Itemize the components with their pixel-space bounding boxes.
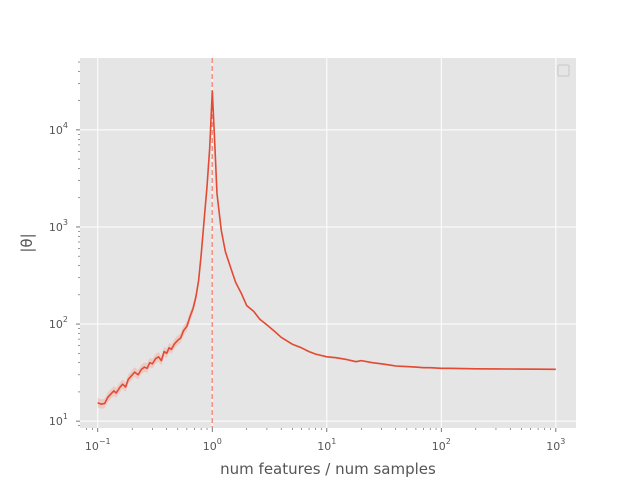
legend-box <box>557 64 570 77</box>
series-line <box>97 90 556 405</box>
grid-lines <box>80 58 576 428</box>
axis-ticks: 10−1 100 101 102 103 101 102 103 104 <box>49 61 565 453</box>
y-tick-label: 102 <box>49 315 68 331</box>
y-axis-label: |θ| <box>18 233 36 252</box>
x-tick-label: 101 <box>317 437 336 453</box>
x-tick-label: 10−1 <box>85 437 111 453</box>
x-axis-label: num features / num samples <box>220 460 436 478</box>
y-tick-label: 104 <box>49 121 68 137</box>
y-tick-label: 101 <box>49 412 68 428</box>
plot-background <box>80 58 576 428</box>
x-tick-label: 100 <box>203 437 222 453</box>
x-tick-label: 103 <box>546 437 565 453</box>
legend <box>557 64 570 77</box>
series-lines <box>97 90 556 405</box>
y-tick-label: 103 <box>49 218 68 234</box>
x-tick-label: 102 <box>432 437 451 453</box>
